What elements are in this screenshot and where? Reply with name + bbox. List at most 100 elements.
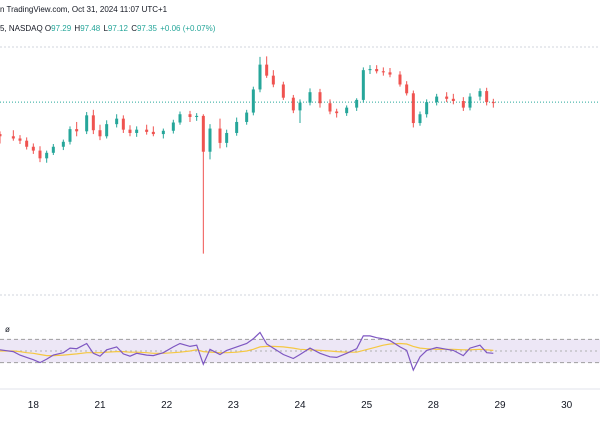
- candle: [75, 121, 79, 137]
- candle: [115, 114, 119, 128]
- chart-header-ohlc: 5, NASDAQ O97.29 H97.48 L97.12 C97.35 +0…: [0, 24, 215, 33]
- candle-body: [18, 138, 22, 141]
- candle-body: [491, 102, 495, 104]
- candle: [68, 126, 72, 145]
- candle-body: [265, 64, 269, 76]
- candle-body: [398, 74, 402, 85]
- low-value: 97.12: [107, 24, 128, 33]
- candle-body: [368, 69, 372, 71]
- low-label: L: [103, 24, 108, 33]
- candle-body: [245, 112, 249, 122]
- x-axis: 18 21 22 23 24 25 28 29 30: [0, 388, 600, 411]
- candle-body: [98, 130, 102, 137]
- candle: [235, 117, 239, 136]
- candle: [328, 99, 332, 115]
- candle-body: [355, 99, 359, 108]
- candle-body: [85, 115, 89, 132]
- candle: [335, 108, 339, 118]
- candle: [461, 97, 465, 111]
- x-tick-label: 23: [228, 400, 240, 411]
- indicator-ma-line: [0, 342, 494, 357]
- candle: [291, 94, 295, 114]
- x-tick-label: 25: [361, 400, 373, 411]
- candle-body: [91, 115, 95, 131]
- candle: [151, 126, 155, 137]
- candle-body: [178, 114, 182, 123]
- candle: [161, 128, 165, 139]
- x-tick-label: 28: [428, 400, 440, 411]
- x-tick-label: 21: [94, 400, 106, 411]
- candle: [298, 99, 302, 124]
- candle: [135, 126, 139, 137]
- x-tick-label: 29: [494, 400, 506, 411]
- candle-body: [188, 114, 192, 117]
- candle-body: [418, 114, 422, 124]
- close-value: 97.35: [136, 24, 157, 33]
- candle-body: [425, 102, 429, 115]
- candle: [435, 93, 439, 106]
- candle: [188, 110, 192, 122]
- candle: [398, 71, 402, 87]
- candle: [271, 70, 275, 88]
- candle: [178, 111, 182, 125]
- candle-body: [335, 111, 339, 114]
- candle-body: [251, 89, 255, 113]
- candle: [485, 87, 489, 106]
- candle-body: [405, 84, 409, 94]
- candle-body: [218, 128, 222, 143]
- candle-body: [375, 69, 379, 72]
- candle-body: [201, 115, 205, 152]
- candle-body: [31, 146, 35, 151]
- x-tick-label: 24: [294, 400, 306, 411]
- candle-body: [258, 64, 262, 90]
- candle: [368, 65, 372, 75]
- candle: [38, 146, 42, 163]
- candle-body: [478, 91, 482, 97]
- candle-body: [38, 150, 42, 159]
- candle: [128, 125, 132, 137]
- candle: [61, 139, 65, 151]
- candle: [25, 137, 29, 150]
- candle-body: [68, 129, 72, 142]
- candle: [478, 88, 482, 101]
- candle: [445, 92, 449, 103]
- candle: [388, 67, 392, 78]
- candle-body: [361, 70, 365, 100]
- candle-body: [281, 84, 285, 98]
- candle-body: [468, 96, 472, 108]
- candle: [208, 124, 212, 160]
- candle: [361, 67, 365, 103]
- high-label: H: [74, 24, 81, 33]
- candle-body: [345, 107, 349, 114]
- candle: [281, 81, 285, 100]
- candle-body: [61, 141, 65, 147]
- candle-body: [105, 124, 109, 137]
- candle: [91, 109, 95, 135]
- candle: [345, 105, 349, 116]
- candle: [145, 124, 149, 135]
- close-label: C: [131, 24, 137, 33]
- candle-body: [485, 91, 489, 103]
- candle-body: [271, 75, 275, 85]
- candle: [451, 93, 455, 105]
- candle-body: [11, 136, 15, 139]
- candles: [0, 56, 495, 254]
- x-tick-label: 18: [28, 400, 40, 411]
- candle-body: [298, 102, 302, 111]
- candle-body: [135, 129, 139, 133]
- indicator-pane: ø: [0, 325, 600, 372]
- candle-body: [225, 132, 229, 143]
- candle: [98, 124, 102, 141]
- candle-body: [51, 146, 55, 153]
- candle-body: [115, 118, 119, 125]
- candle: [251, 86, 255, 116]
- candle: [405, 81, 409, 96]
- candle: [355, 98, 359, 111]
- candle: [121, 115, 125, 133]
- candle-body: [195, 115, 199, 117]
- candle-body: [161, 130, 165, 135]
- candle: [218, 118, 222, 149]
- indicator-line: [0, 331, 494, 372]
- candle-body: [328, 103, 332, 112]
